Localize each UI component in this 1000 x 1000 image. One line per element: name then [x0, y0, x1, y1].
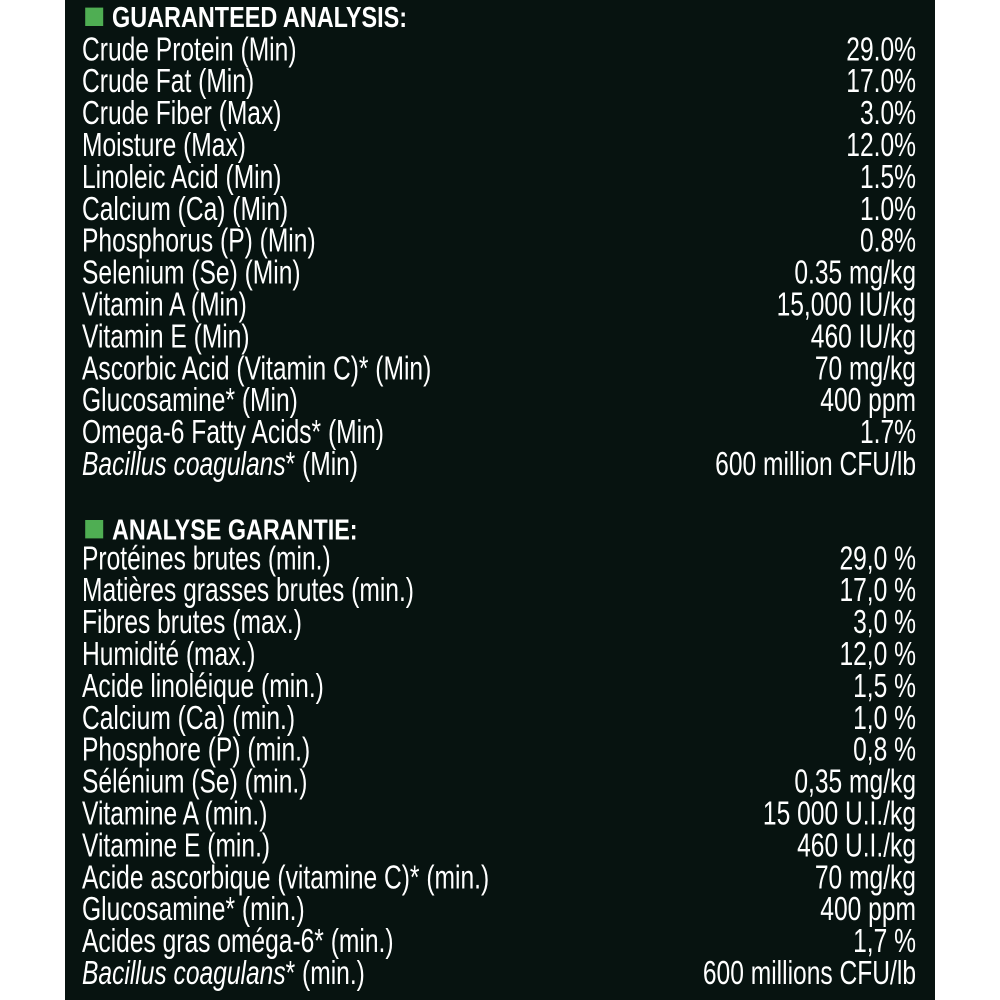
svg-text:600 million CFU/lb: 600 million CFU/lb: [715, 445, 916, 482]
svg-text:GUARANTEED ANALYSIS:: GUARANTEED ANALYSIS:: [112, 2, 407, 34]
svg-text:600 millions CFU/lb: 600 millions CFU/lb: [703, 954, 916, 991]
svg-text:Bacillus coagulans* (Min): Bacillus coagulans* (Min): [82, 445, 358, 482]
svg-text:Bacillus coagulans* (min.): Bacillus coagulans* (min.): [82, 954, 365, 991]
